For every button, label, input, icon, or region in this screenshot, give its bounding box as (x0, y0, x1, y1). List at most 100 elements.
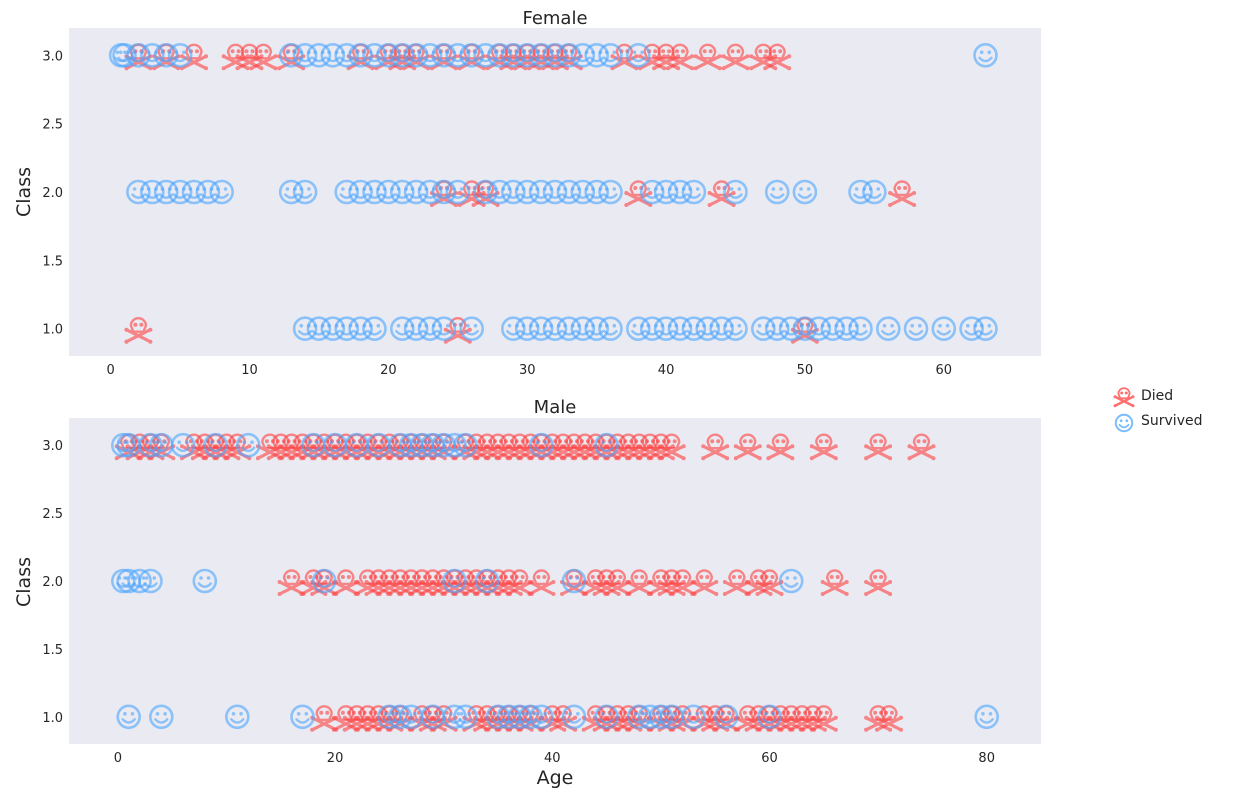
female-survived-marker (556, 42, 582, 68)
female-survived-marker (625, 42, 651, 68)
female-survived-marker (334, 316, 360, 342)
female-survived-marker (209, 179, 234, 205)
female-survived-marker (320, 316, 346, 342)
female-y-tick-label: 1.5 (42, 254, 63, 269)
male-ticks: 0 20 40 60 80 1.0 1.5 2.0 2.5 3.0 (42, 439, 995, 766)
male-y-tick-label: 2.5 (42, 507, 63, 522)
male-x-tick-label: 60 (761, 751, 778, 766)
female-survived-marker (140, 42, 165, 68)
male-survived-marker (561, 704, 587, 730)
male-panel: Male Class Age 0 20 40 60 80 1.0 1.5 2.0 2.5 3.0 (13, 397, 1041, 789)
male-x-tick-label: 40 (544, 751, 561, 766)
male-died-marker (701, 433, 730, 461)
male-died-marker (331, 569, 360, 596)
female-survived-marker (542, 316, 568, 342)
female-panel: Female Class 0 10 20 30 40 50 60 1.0 1.5 2.0 2.5 3.… (13, 8, 1041, 378)
male-died-marker (907, 433, 936, 461)
female-survived-marker (292, 179, 318, 205)
legend: Died Survived (1113, 387, 1202, 433)
female-survived-marker (862, 179, 887, 205)
male-y-axis-label: Class (13, 557, 35, 607)
female-survived-marker (584, 179, 610, 205)
female-survived-marker (848, 316, 873, 342)
male-survived-marker (561, 568, 587, 594)
female-died-marker (763, 43, 792, 71)
female-survived-marker (306, 316, 332, 342)
legend-smiley-icon (1114, 413, 1134, 433)
male-y-tick-label: 1.5 (42, 643, 63, 658)
male-survived-marker (681, 704, 706, 730)
female-survived-marker (792, 179, 818, 205)
legend-item-survived: Survived (1114, 413, 1202, 433)
female-survived-marker (528, 316, 554, 342)
female-survived-marker (473, 179, 498, 205)
female-survived-marker (556, 179, 582, 205)
female-survived-marker (625, 316, 651, 342)
female-y-tick-label: 1.0 (42, 323, 63, 338)
female-x-tick-label: 20 (380, 363, 397, 378)
female-y-tick-label: 3.0 (42, 49, 63, 64)
male-survived-marker (149, 704, 174, 730)
female-y-tick-label: 2.0 (42, 186, 63, 201)
female-survived-marker (931, 316, 957, 342)
female-x-tick-label: 30 (519, 363, 536, 378)
male-x-tick-label: 80 (978, 751, 995, 766)
female-y-tick-label: 2.5 (42, 118, 63, 133)
female-plot-area (69, 28, 1041, 356)
male-survived-marker (290, 704, 315, 730)
female-survived-marker (389, 179, 415, 205)
female-died-marker (124, 317, 153, 344)
male-died-marker (798, 705, 827, 732)
female-died-marker (666, 43, 694, 71)
male-survived-marker (594, 432, 619, 458)
male-survived-marker (778, 568, 804, 594)
female-x-tick-label: 0 (107, 363, 115, 378)
male-died-marker (755, 569, 784, 596)
female-survived-marker (306, 42, 332, 68)
female-died-marker (693, 43, 722, 71)
male-died-marker (733, 433, 762, 461)
female-survived-marker (362, 316, 387, 342)
male-died-marker (657, 433, 686, 461)
female-died-marker (249, 43, 278, 71)
female-x-tick-label: 10 (241, 363, 258, 378)
male-died-marker (722, 569, 751, 596)
male-title: Male (534, 397, 577, 418)
female-survived-marker (445, 179, 471, 205)
male-x-axis-label: Age (537, 767, 574, 789)
male-survived-marker (203, 432, 228, 458)
male-survived-marker (311, 568, 337, 594)
male-died-marker (864, 569, 893, 596)
male-survived-marker (116, 704, 141, 730)
female-survived-marker (875, 316, 901, 342)
male-survived-marker (474, 568, 500, 594)
male-survived-marker (138, 568, 163, 594)
male-died-marker (864, 433, 893, 461)
female-markers (108, 42, 998, 344)
male-markers (111, 432, 1000, 732)
male-survived-marker (192, 568, 218, 594)
legend-label-survived: Survived (1141, 413, 1202, 429)
male-died-marker (527, 569, 556, 596)
male-y-tick-label: 3.0 (42, 439, 63, 454)
female-y-axis-label: Class (13, 167, 35, 217)
male-died-marker (473, 433, 502, 461)
female-survived-marker (167, 42, 193, 68)
female-ticks: 0 10 20 30 40 50 60 1.0 1.5 2.0 2.5 3.0 (42, 49, 952, 378)
female-died-marker (888, 180, 917, 207)
female-survived-marker (500, 42, 526, 68)
male-y-tick-label: 1.0 (42, 711, 63, 726)
male-survived-marker (594, 704, 619, 730)
female-x-tick-label: 40 (658, 363, 675, 378)
female-survived-marker (903, 316, 929, 342)
male-survived-marker (974, 704, 1000, 730)
female-survived-marker (278, 42, 304, 68)
male-survived-marker (453, 432, 478, 458)
male-survived-marker (453, 704, 478, 730)
female-survived-marker (806, 316, 832, 342)
male-survived-marker (529, 432, 554, 458)
male-x-tick-label: 0 (114, 751, 122, 766)
female-survived-marker (459, 316, 485, 342)
male-died-marker (809, 433, 838, 461)
male-survived-marker (225, 704, 250, 730)
